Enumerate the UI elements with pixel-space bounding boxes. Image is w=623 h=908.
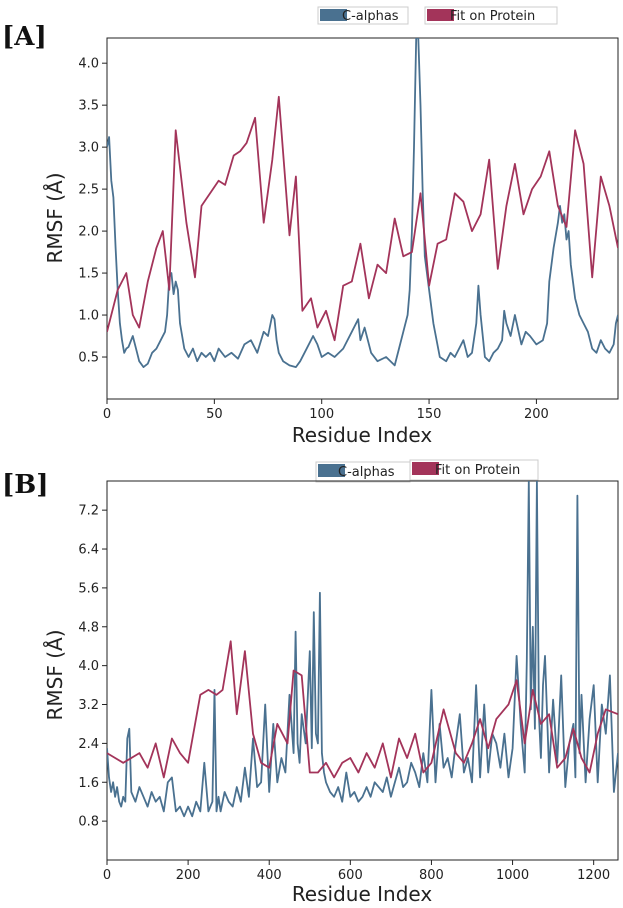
- panel-a-x-axis-label: Residue Index: [292, 423, 433, 447]
- legend-swatch-calphas: [318, 464, 345, 477]
- panel-b-chart: [B] C-alphas Fit on Protein 0.8 1.6 2.4 3.2…: [2, 459, 619, 906]
- y-tick-label: 1.5: [78, 267, 99, 282]
- y-tick-label: 3.5: [78, 99, 99, 114]
- x-tick-label: 50: [206, 407, 223, 422]
- panel-a-label: [A]: [2, 22, 47, 52]
- panel-b-series: [107, 481, 618, 818]
- legend-swatch-fit: [427, 9, 454, 21]
- y-tick-label: 7.2: [78, 504, 99, 519]
- panel-b-y-axis-label: RMSF (Å): [43, 630, 67, 721]
- y-tick-label: 0.8: [78, 815, 99, 830]
- legend-label-calphas: C-alphas: [338, 465, 395, 480]
- legend-swatch-fit: [412, 462, 439, 475]
- panel-a-y-axis: 0.5 1.0 1.5 2.0 2.5 3.0 3.5 4.0: [78, 57, 107, 366]
- legend-box-fit: [409, 459, 539, 481]
- legend-label-fit: Fit on Protein: [435, 463, 520, 478]
- y-tick-label: 2.5: [78, 183, 99, 198]
- series-line-c-alphas: [107, 481, 618, 818]
- x-tick-label: 600: [338, 868, 363, 883]
- x-tick-label: 0: [103, 407, 111, 422]
- series-line-fit-on-protein: [107, 640, 618, 779]
- x-tick-label: 200: [524, 407, 549, 422]
- x-tick-label: 800: [419, 868, 444, 883]
- panel-a-chart: [A] C-alphas Fit on Protein 0.5 1.0 1.5 2.0…: [2, 6, 619, 447]
- legend-label-calphas: C-alphas: [342, 9, 399, 24]
- series-line-fit-on-protein: [107, 95, 618, 342]
- x-tick-label: 0: [103, 868, 111, 883]
- panel-b-x-axis-label: Residue Index: [292, 882, 433, 906]
- x-tick-label: 1200: [577, 868, 610, 883]
- panel-a-legend: C-alphas Fit on Protein: [317, 6, 558, 25]
- legend-label-fit: Fit on Protein: [450, 9, 535, 24]
- panel-a-y-axis-label: RMSF (Å): [43, 173, 67, 264]
- y-tick-label: 6.4: [78, 543, 99, 558]
- y-tick-label: 4.0: [78, 659, 99, 674]
- y-tick-label: 2.4: [78, 737, 99, 752]
- legend-box-fit: [424, 6, 558, 25]
- panel-b-legend: C-alphas Fit on Protein: [315, 459, 539, 483]
- y-tick-label: 1.0: [78, 309, 99, 324]
- panel-a-x-axis: 0 50 100 150 200: [103, 399, 549, 422]
- panel-b-x-axis: 0 200 400 600 800 1000 1200: [103, 860, 610, 883]
- y-tick-label: 3.0: [78, 141, 99, 156]
- x-tick-label: 150: [417, 407, 442, 422]
- y-tick-label: 1.6: [78, 776, 99, 791]
- panel-a-series: [107, 38, 618, 369]
- y-tick-label: 4.0: [78, 57, 99, 72]
- y-tick-label: 4.8: [78, 620, 99, 635]
- x-tick-label: 400: [257, 868, 282, 883]
- panel-b-label: [B]: [2, 470, 49, 500]
- y-tick-label: 3.2: [78, 698, 99, 713]
- y-tick-label: 0.5: [78, 351, 99, 366]
- panel-b-plot-frame: [106, 480, 619, 861]
- x-tick-label: 1000: [496, 868, 529, 883]
- x-tick-label: 100: [309, 407, 334, 422]
- legend-swatch-calphas: [320, 9, 347, 21]
- y-tick-label: 5.6: [78, 581, 99, 596]
- y-tick-label: 2.0: [78, 225, 99, 240]
- panel-a-plot-frame: [106, 37, 619, 400]
- x-tick-label: 200: [176, 868, 201, 883]
- panel-b-y-axis: 0.8 1.6 2.4 3.2 4.0 4.8 5.6 6.4 7.2: [78, 504, 107, 830]
